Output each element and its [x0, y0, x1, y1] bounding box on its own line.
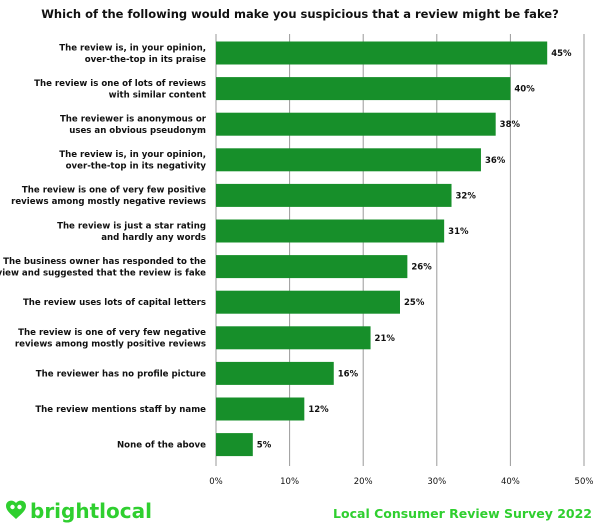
value-label: 45% [551, 49, 572, 59]
category-label: The review is one of very few negative [18, 328, 206, 338]
bar [216, 326, 371, 350]
value-label: 36% [485, 156, 506, 166]
category-label: The reviewer is anonymous or [60, 114, 207, 124]
x-tick-label: 0% [209, 477, 223, 487]
bar [216, 112, 496, 136]
category-label: with similar content [109, 90, 206, 100]
x-axis-ticks: 0% 10% 20% 30% 40% 50% [209, 477, 593, 487]
category-label: The review is, in your opinion, [59, 150, 206, 160]
category-label: uses an obvious pseudonym [69, 126, 206, 136]
bars [216, 41, 548, 457]
svg-text:brightlocal: brightlocal [30, 499, 152, 523]
value-label: 26% [411, 263, 432, 273]
category-label: The review is one of lots of reviews [34, 79, 206, 89]
x-tick-label: 50% [575, 477, 594, 487]
category-label: The business owner has responded to the [3, 257, 206, 267]
heart-pin-icon [6, 500, 26, 519]
category-label: The review uses lots of capital letters [23, 298, 206, 308]
bar [216, 148, 481, 172]
bar [216, 433, 253, 457]
category-label: The review is one of very few positive [22, 186, 206, 196]
category-label: None of the above [117, 441, 206, 451]
chart-title: Which of the following would make you su… [41, 7, 559, 21]
gridlines [215, 34, 585, 466]
category-label: over-the-top in its praise [85, 55, 206, 65]
value-label: 38% [500, 120, 521, 130]
category-label: reviews among mostly negative reviews [11, 197, 206, 207]
bar [216, 255, 408, 279]
x-tick-label: 40% [501, 477, 520, 487]
category-label: reviews among mostly positive reviews [15, 340, 206, 350]
x-tick-label: 10% [280, 477, 299, 487]
x-tick-label: 20% [354, 477, 373, 487]
value-label: 25% [404, 298, 425, 308]
category-label: review and suggested that the review is … [0, 268, 206, 278]
category-label: The review is, in your opinion, [59, 43, 206, 53]
category-label: The reviewer has no profile picture [36, 369, 206, 379]
category-labels: The review is, in your opinion, over-the-… [0, 43, 207, 450]
value-label: 40% [514, 85, 535, 95]
category-label: The review is just a star rating [57, 221, 206, 231]
category-label: over-the-top in its negativity [66, 162, 207, 172]
value-label: 16% [338, 369, 359, 379]
bar [216, 41, 548, 65]
bar [216, 183, 452, 207]
bar [216, 219, 445, 243]
value-label: 12% [308, 405, 329, 415]
bar [216, 361, 334, 385]
value-label: 5% [257, 441, 272, 451]
brightlocal-logo: brightlocal [6, 499, 152, 523]
category-label: and hardly any words [101, 233, 206, 243]
bar [216, 77, 511, 101]
value-label: 21% [375, 334, 396, 344]
value-label: 31% [448, 227, 469, 237]
value-labels: 45% 40% 38% 36% 32% 31% 26% 25% 21% 16% 12% 5% [257, 49, 572, 451]
x-tick-label: 30% [427, 477, 446, 487]
bar [216, 290, 400, 314]
survey-label: Local Consumer Review Survey 2022 [333, 506, 592, 521]
value-label: 32% [456, 191, 477, 201]
bar [216, 397, 305, 421]
category-label: The review mentions staff by name [35, 405, 206, 415]
